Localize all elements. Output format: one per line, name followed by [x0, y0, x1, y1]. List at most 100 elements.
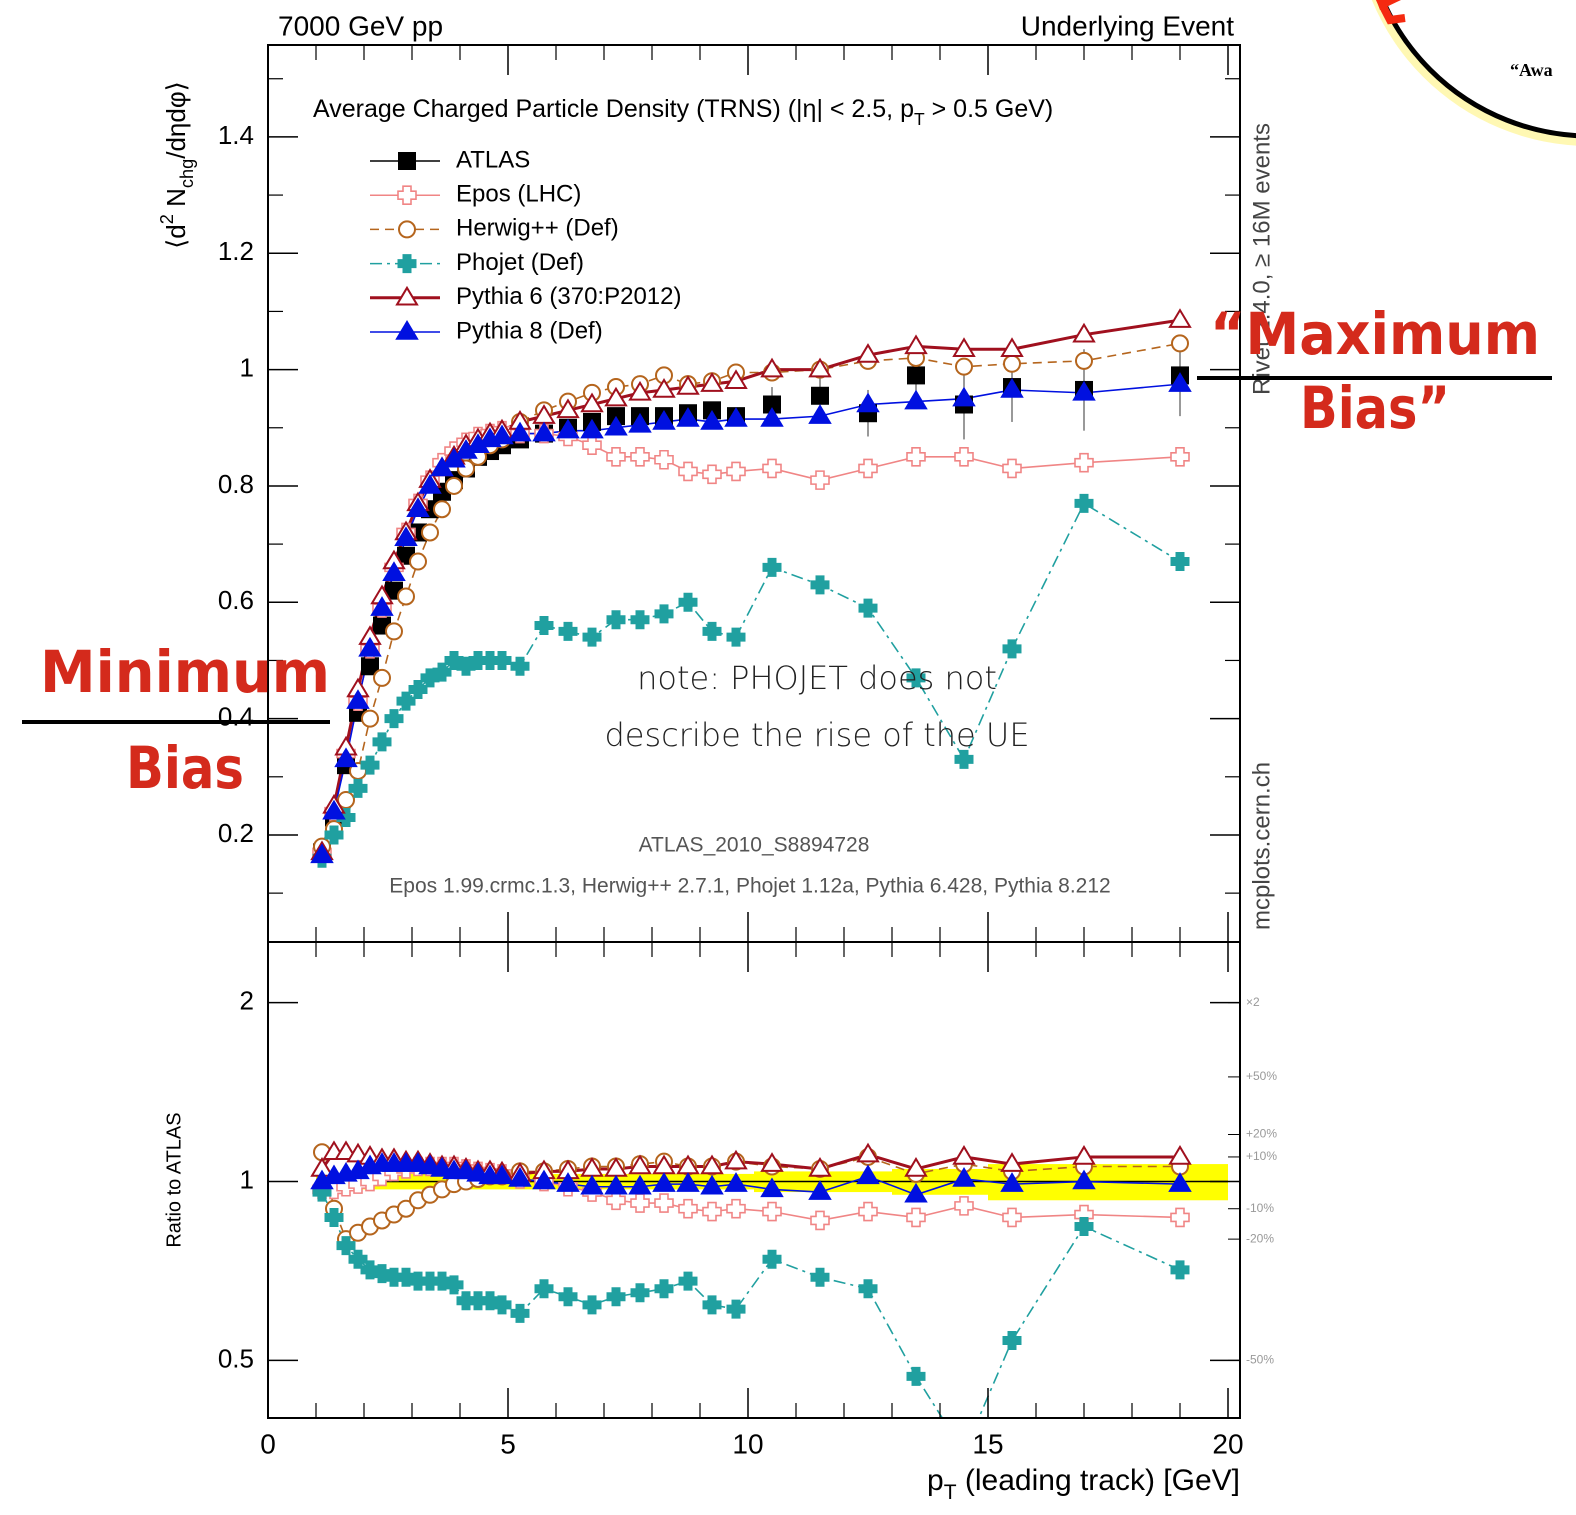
y-tick-label: 0.5: [218, 1343, 254, 1373]
data-point: [700, 1154, 724, 1175]
y-label-part: chg: [177, 159, 197, 188]
data-point: [361, 709, 379, 728]
data-point: [1002, 639, 1022, 659]
data-point: [628, 1154, 652, 1175]
data-point: [904, 1182, 928, 1203]
data-point: [630, 1283, 650, 1303]
y-label-part: /dηdφ⟩: [161, 81, 191, 159]
legend-label: Herwig++ (Def): [456, 215, 619, 242]
series-line: [321, 1191, 1181, 1418]
data-point: [556, 398, 580, 419]
data-point: [1170, 1260, 1190, 1280]
data-point: [558, 621, 578, 641]
y-label-part: 2: [157, 214, 177, 224]
right-tick-label: +20%: [1246, 1127, 1277, 1141]
data-point: [370, 596, 394, 616]
data-point: [808, 357, 832, 378]
data-point: [604, 415, 628, 436]
corner-image: “Awa: [1371, 0, 1576, 146]
y-tick-label: 1: [240, 352, 254, 382]
min-bias-label: Bias: [126, 734, 244, 802]
data-point: [726, 1198, 746, 1219]
header-right: Underlying Event: [1021, 10, 1234, 41]
y-tick-label: 0.8: [218, 469, 254, 499]
data-point: [630, 447, 650, 467]
right-tick-label: -10%: [1246, 1201, 1274, 1215]
right-tick-label: ×2: [1246, 995, 1260, 1009]
data-point: [652, 378, 676, 398]
y-tick-label: 1.2: [218, 236, 254, 266]
plot-area: [310, 1140, 1228, 1461]
data-point: [580, 392, 604, 413]
data-point: [952, 1167, 976, 1187]
legend-title-part: Average Charged Particle Density (TRNS) …: [313, 95, 914, 123]
data-point: [1074, 493, 1094, 513]
data-point: [582, 435, 602, 456]
data-point: [678, 592, 698, 612]
data-point: [432, 1271, 452, 1291]
data-point: [1168, 308, 1192, 328]
data-point: [444, 1275, 464, 1295]
y-axis-label: ⟨d2 Nchg/dηdφ⟩: [157, 81, 197, 249]
x-label-part: (leading track) [GeV]: [957, 1464, 1240, 1497]
ratio-axis-label: Ratio to ATLAS: [163, 1112, 185, 1247]
note: note: PHOJET does not: [637, 659, 997, 697]
data-point: [1168, 372, 1192, 392]
data-point: [604, 386, 628, 407]
data-point: [856, 392, 880, 413]
data-point: [762, 1201, 782, 1222]
data-point: [808, 404, 832, 424]
data-point: [334, 747, 358, 768]
data-point: [558, 1287, 578, 1307]
y-tick-label: 0.4: [218, 701, 254, 731]
data-point: [724, 369, 748, 389]
data-point: [724, 407, 748, 427]
data-point: [954, 1196, 974, 1216]
data-point: [676, 407, 700, 427]
header-left: 7000 GeV pp: [278, 10, 443, 41]
data-point: [952, 1144, 976, 1165]
data-point: [1000, 1172, 1024, 1192]
series-line: [321, 502, 1181, 859]
legend-marker: [398, 152, 416, 170]
x-label-part: T: [944, 1481, 957, 1504]
data-point: [532, 1169, 556, 1190]
data-point: [1168, 1172, 1192, 1192]
legend-title-part: T: [914, 109, 925, 129]
data-point: [373, 668, 391, 687]
data-point: [858, 1279, 878, 1299]
data-point: [858, 458, 878, 479]
data-point: [409, 552, 427, 571]
max-bias-label: “Maximum: [1210, 300, 1540, 368]
data-point: [534, 1279, 554, 1299]
data-point: [1003, 354, 1021, 373]
y-label-part: ⟨d: [161, 224, 191, 249]
annotations: note: PHOJET does not describe the rise …: [22, 300, 1552, 802]
analysis-id: ATLAS_2010_S8894728: [639, 834, 870, 857]
plot-area: [310, 308, 1192, 868]
data-point: [1170, 447, 1190, 467]
data-point: [397, 1199, 415, 1218]
data-point: [492, 1295, 512, 1315]
series-line: [321, 342, 1181, 848]
data-point: [408, 680, 428, 700]
data-point: [1002, 1331, 1022, 1351]
data-point: [1000, 378, 1024, 398]
data-point: [510, 656, 530, 676]
data-point: [490, 1164, 514, 1185]
x-tick-label: 0: [260, 1428, 276, 1459]
data-point: [654, 1279, 674, 1299]
y-label-part: N: [161, 188, 191, 214]
data-point: [810, 1210, 830, 1231]
data-point: [382, 561, 406, 581]
data-point: [904, 389, 928, 410]
generator-list: Epos 1.99.crmc.1.3, Herwig++ 2.7.1, Phoj…: [389, 875, 1110, 898]
data-point: [907, 366, 925, 385]
legend-label: Pythia 8 (Def): [456, 317, 603, 344]
min-bias-label: Minimum: [40, 638, 330, 706]
right-tick-label: -50%: [1246, 1353, 1274, 1367]
data-point: [676, 1172, 700, 1192]
data-point: [955, 1443, 973, 1461]
right-tick-label: +50%: [1246, 1069, 1277, 1083]
data-point: [906, 1207, 926, 1228]
